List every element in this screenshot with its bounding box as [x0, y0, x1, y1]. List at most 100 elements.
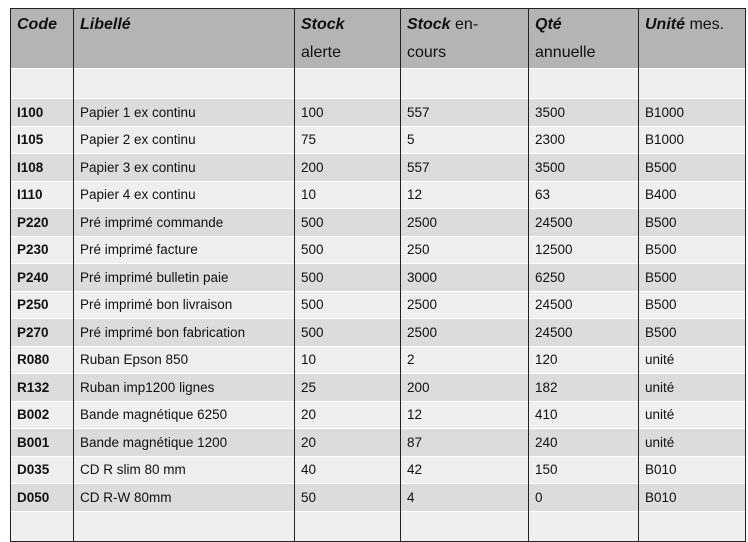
cell-encours: 4 — [400, 483, 529, 511]
cell-alerte: 100 — [294, 98, 401, 126]
cell-unite: unité — [638, 373, 746, 401]
cell-libelle: Bande magnétique 6250 — [73, 400, 295, 429]
cell-unite: B500 — [638, 208, 746, 236]
cell-libelle: Pré imprimé bulletin paie — [73, 263, 295, 291]
cell-code: I108 — [10, 153, 74, 181]
cell-qte: 410 — [528, 400, 639, 429]
table-row: B001 Bande magnétique 1200 20 87 240 unité — [10, 428, 746, 456]
cell-code: R132 — [10, 373, 74, 401]
cell-code: P220 — [10, 208, 74, 236]
cell-alerte: 40 — [294, 455, 401, 484]
cell-libelle: Papier 3 ex continu — [73, 153, 295, 181]
table-row: I110 Papier 4 ex continu 10 12 63 B400 — [10, 180, 746, 209]
cell-qte: 182 — [528, 373, 639, 401]
cell-alerte: 500 — [294, 263, 401, 291]
header-stock-alerte: Stock alerte — [294, 8, 401, 69]
cell-code: P230 — [10, 235, 74, 264]
cell-libelle: Papier 2 ex continu — [73, 125, 295, 154]
cell-encours: 12 — [400, 400, 529, 429]
cell-code: I105 — [10, 125, 74, 154]
cell-qte: 3500 — [528, 153, 639, 181]
cell-libelle: Papier 4 ex continu — [73, 180, 295, 209]
cell-encours: 250 — [400, 235, 529, 264]
table-row: P220 Pré imprimé commande 500 2500 24500 B500 — [10, 208, 746, 236]
table-row: B002 Bande magnétique 6250 20 12 410 unité — [10, 400, 746, 429]
cell-unite: B500 — [638, 235, 746, 264]
cell-alerte: 10 — [294, 345, 401, 374]
cell-encours: 200 — [400, 373, 529, 401]
cell-qte: 3500 — [528, 98, 639, 126]
cell-alerte: 500 — [294, 290, 401, 319]
cell-encours: 3000 — [400, 263, 529, 291]
cell-encours: 5 — [400, 125, 529, 154]
table-row: I108 Papier 3 ex continu 200 557 3500 B500 — [10, 153, 746, 181]
cell-libelle: Pré imprimé commande — [73, 208, 295, 236]
cell-encours: 557 — [400, 98, 529, 126]
cell-code: P250 — [10, 290, 74, 319]
header-libelle: Libellé — [73, 8, 295, 69]
cell-libelle: CD R-W 80mm — [73, 483, 295, 511]
cell-libelle: Ruban imp1200 lignes — [73, 373, 295, 401]
table-row: I105 Papier 2 ex continu 75 5 2300 B1000 — [10, 125, 746, 154]
header-row: Code Libellé Stock alerte Stock en-cours … — [10, 8, 746, 69]
cell-qte: 150 — [528, 455, 639, 484]
table-row: D035 CD R slim 80 mm 40 42 150 B010 — [10, 455, 746, 484]
header-stock-encours: Stock en-cours — [400, 8, 529, 69]
empty-cell — [400, 510, 529, 542]
cell-encours: 2500 — [400, 208, 529, 236]
cell-encours: 42 — [400, 455, 529, 484]
cell-libelle: CD R slim 80 mm — [73, 455, 295, 484]
cell-unite: B1000 — [638, 125, 746, 154]
cell-alerte: 25 — [294, 373, 401, 401]
cell-unite: unité — [638, 345, 746, 374]
cell-unite: B010 — [638, 483, 746, 511]
cell-alerte: 20 — [294, 400, 401, 429]
cell-code: D035 — [10, 455, 74, 484]
empty-cell — [10, 510, 74, 542]
cell-alerte: 50 — [294, 483, 401, 511]
cell-code: B002 — [10, 400, 74, 429]
table-row: P240 Pré imprimé bulletin paie 500 3000 6250… — [10, 263, 746, 291]
cell-libelle: Pré imprimé bon livraison — [73, 290, 295, 319]
cell-encours: 2500 — [400, 318, 529, 346]
cell-alerte: 500 — [294, 235, 401, 264]
empty-cell — [638, 510, 746, 542]
cell-unite: B010 — [638, 455, 746, 484]
cell-qte: 24500 — [528, 318, 639, 346]
cell-code: R080 — [10, 345, 74, 374]
table-row: P250 Pré imprimé bon livraison 500 2500 2450… — [10, 290, 746, 319]
empty-cell — [73, 510, 295, 542]
cell-encours: 2500 — [400, 290, 529, 319]
cell-code: P240 — [10, 263, 74, 291]
table-row: R132 Ruban imp1200 lignes 25 200 182 unité — [10, 373, 746, 401]
cell-alerte: 20 — [294, 428, 401, 456]
cell-alerte: 200 — [294, 153, 401, 181]
header-qte-annuelle: Qté annuelle — [528, 8, 639, 69]
empty-row — [10, 68, 746, 99]
cell-unite: B500 — [638, 263, 746, 291]
stock-table: Code Libellé Stock alerte Stock en-cours … — [10, 8, 746, 542]
cell-encours: 87 — [400, 428, 529, 456]
cell-qte: 24500 — [528, 290, 639, 319]
table-row: P270 Pré imprimé bon fabrication 500 2500 24… — [10, 318, 746, 346]
cell-unite: B500 — [638, 290, 746, 319]
empty-row — [10, 510, 746, 542]
cell-encours: 557 — [400, 153, 529, 181]
cell-code: P270 — [10, 318, 74, 346]
cell-libelle: Bande magnétique 1200 — [73, 428, 295, 456]
table-row: R080 Ruban Epson 850 10 2 120 unité — [10, 345, 746, 374]
cell-qte: 63 — [528, 180, 639, 209]
empty-cell — [528, 510, 639, 542]
cell-code: B001 — [10, 428, 74, 456]
cell-qte: 2300 — [528, 125, 639, 154]
cell-code: I100 — [10, 98, 74, 126]
cell-code: D050 — [10, 483, 74, 511]
header-unite: Unité mes. — [638, 8, 746, 69]
cell-qte: 240 — [528, 428, 639, 456]
cell-qte: 120 — [528, 345, 639, 374]
cell-alerte: 500 — [294, 318, 401, 346]
cell-qte: 24500 — [528, 208, 639, 236]
cell-unite: B500 — [638, 153, 746, 181]
cell-qte: 12500 — [528, 235, 639, 264]
empty-cell — [294, 510, 401, 542]
